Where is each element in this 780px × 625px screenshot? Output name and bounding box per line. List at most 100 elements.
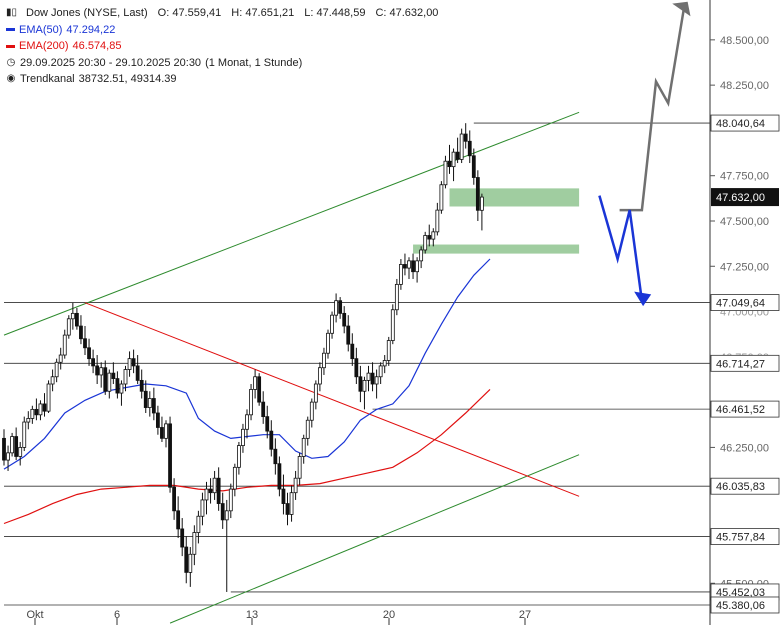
candle-body-12	[50, 376, 55, 385]
target-icon: ◉	[6, 73, 16, 84]
candle-body-60	[245, 414, 249, 430]
y-tick-label-1: 48.250,00	[720, 80, 769, 92]
legend-ema50-row: EMA(50) 47.294,22	[6, 22, 444, 39]
candle-body-44	[180, 528, 185, 548]
candle-body-31	[127, 358, 132, 370]
channel-values: 38732.51, 49314.39	[78, 73, 177, 85]
ema200-value: 46.574,85	[72, 40, 122, 52]
candle-body-76	[309, 401, 314, 421]
candle-body-38	[155, 412, 160, 428]
ema200-line	[3, 388, 491, 525]
candle-body-50	[204, 488, 209, 501]
candle-body-108	[439, 184, 444, 211]
trend-line-upper_channel	[3, 111, 580, 336]
candle-body-24	[99, 367, 104, 376]
legend-close: C: 47.632,00	[375, 7, 439, 19]
candle-body-13	[54, 361, 59, 378]
candle-body-16	[66, 318, 71, 336]
candlesticks	[2, 123, 484, 592]
candle-body-89	[362, 379, 367, 392]
level-label-box-7	[710, 596, 780, 614]
candle-body-41	[168, 423, 172, 488]
level-label-box-3	[710, 400, 780, 418]
legend-open: O: 47.559,41	[157, 7, 222, 19]
candle-body-87	[354, 358, 359, 378]
candle-body-106	[431, 231, 436, 240]
y-tick-label-0: 48.500,00	[720, 35, 769, 47]
level-label-3: 46.461,52	[716, 404, 765, 416]
candle-body-40	[164, 423, 168, 439]
candle-body-94	[382, 360, 387, 367]
candle-body-91	[370, 372, 375, 385]
price-axis[interactable]: 48.500,00 48.250,00 47.750,00 47.500,00 47.2…	[710, 35, 780, 614]
candle-body-42	[172, 486, 177, 512]
candle-body-11	[46, 383, 51, 412]
trend-lines	[3, 111, 580, 624]
candle-body-101	[411, 260, 415, 273]
candle-body-30	[123, 369, 128, 385]
candle-body-17	[70, 312, 75, 320]
time-axis[interactable]: Okt 6 13 20 27	[0, 605, 710, 625]
candle-body-26	[107, 372, 112, 392]
chart-legend: ▮▯ Dow Jones (NYSE, Last) O: 47.559,41 H…	[6, 5, 444, 88]
candle-body-7	[30, 408, 35, 419]
candle-body-21	[87, 347, 91, 360]
candle-body-23	[95, 365, 100, 376]
moving-averages	[3, 258, 491, 525]
legend-channel-row: ◉ Trendkanal 38732.51, 49314.39	[6, 71, 444, 88]
candle-body-51	[208, 488, 213, 494]
x-tick-label-0: Okt	[26, 609, 43, 621]
candle-body-98	[398, 264, 403, 285]
ema50-swatch	[6, 28, 15, 32]
level-label-7: 45.380,06	[716, 600, 765, 612]
candle-body-107	[435, 209, 440, 233]
forecast-arrows	[598, 1, 691, 307]
candle-body-67	[273, 448, 278, 465]
candle-body-116	[471, 155, 476, 178]
candle-body-73	[297, 456, 302, 479]
candle-body-2	[10, 436, 15, 454]
trend-line-resistance	[84, 302, 580, 497]
forecast-up-path	[619, 5, 686, 212]
y-tick-label-5: 46.250,00	[720, 442, 769, 454]
candle-body-22	[91, 358, 95, 367]
candle-body-18	[75, 312, 79, 327]
candle-body-57	[232, 466, 237, 490]
candle-body-63	[257, 376, 262, 403]
legend-low: L: 47.448,59	[304, 7, 366, 19]
y-tick-label-2: 47.750,00	[720, 171, 769, 183]
candle-body-115	[467, 140, 472, 157]
candle-body-80	[326, 332, 330, 354]
candle-body-114	[463, 133, 468, 142]
legend-ema200-row: EMA(200) 46.574,85	[6, 38, 444, 55]
candle-body-111	[451, 151, 456, 168]
candle-body-113	[459, 133, 464, 160]
zone-0	[449, 188, 580, 207]
candle-body-90	[366, 372, 371, 381]
candle-body-61	[249, 389, 253, 416]
level-label-1: 47.049,64	[716, 298, 765, 310]
level-label-box-5	[710, 528, 780, 545]
ema50-value: 47.294,22	[66, 23, 116, 36]
candle-body-58	[236, 445, 241, 468]
candle-body-81	[330, 314, 334, 334]
candle-body-95	[386, 340, 391, 361]
last-price-label: 47.632,00	[716, 192, 765, 204]
candle-body-48	[196, 515, 201, 533]
candle-body-25	[103, 367, 108, 392]
trend-line-lower_channel	[169, 454, 580, 624]
candle-body-55	[224, 510, 229, 521]
level-label-4: 46.035,83	[716, 481, 765, 493]
ema50-line	[3, 258, 491, 470]
level-label-6: 45.452,03	[716, 587, 765, 599]
legend-instrument: Dow Jones (NYSE, Last)	[26, 7, 148, 19]
candle-body-118	[479, 196, 484, 211]
candle-body-33	[135, 365, 140, 381]
candle-body-9	[38, 403, 43, 416]
ema50-label: EMA(50)	[19, 23, 63, 36]
candle-body-93	[378, 365, 383, 378]
candle-body-66	[269, 430, 274, 450]
candle-body-84	[342, 312, 347, 327]
period-range: 29.09.2025 20:30 - 29.10.2025 20:30	[20, 56, 202, 69]
